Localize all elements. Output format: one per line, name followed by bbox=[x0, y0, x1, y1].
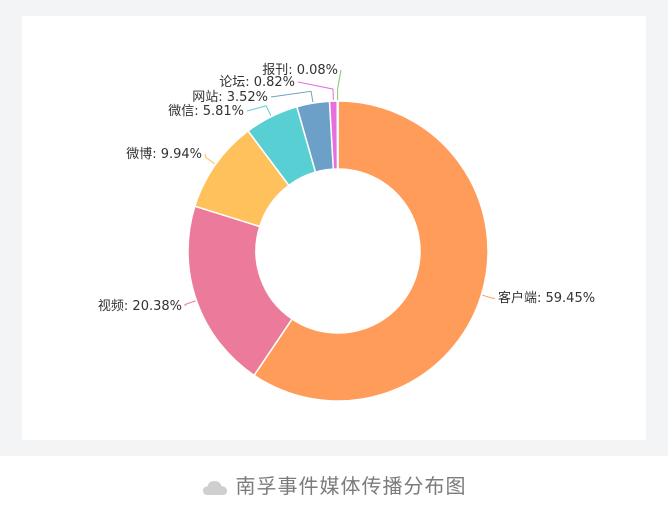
data-label-微博: 微博: 9.94% bbox=[126, 147, 202, 162]
data-label-网站: 网站: 3.52% bbox=[192, 90, 268, 105]
footer-bar bbox=[0, 456, 668, 508]
chart-caption: 南孚事件媒体传播分布图 bbox=[0, 470, 668, 499]
leader-line-报刊 bbox=[337, 69, 342, 101]
data-label-视频: 视频: 20.38% bbox=[98, 299, 182, 314]
data-label-客户端: 客户端: 59.45% bbox=[498, 290, 595, 306]
leader-line-视频 bbox=[184, 300, 196, 307]
data-label-报刊: 报刊: 0.08% bbox=[262, 63, 338, 78]
data-label-微信: 微信: 5.81% bbox=[168, 104, 244, 119]
cloud-icon bbox=[202, 480, 227, 495]
leader-line-客户端 bbox=[482, 294, 496, 299]
leader-line-微博 bbox=[204, 153, 216, 165]
chart-card: 客户端: 59.45% 视频: 20.38% 微博: 9.94% 微信: 5.81% 网… bbox=[22, 16, 646, 440]
caption-text: 南孚事件媒体传播分布图 bbox=[235, 474, 467, 498]
leader-line-论坛 bbox=[297, 81, 334, 101]
donut-chart: 客户端: 59.45% 视频: 20.38% 微博: 9.94% 微信: 5.81%网… bbox=[98, 63, 595, 402]
slice-视频 bbox=[187, 205, 294, 377]
leader-line-微信 bbox=[246, 105, 272, 116]
slice-客户端 bbox=[253, 100, 489, 402]
leader-line-网站 bbox=[270, 90, 314, 103]
data-label-论坛: 论坛: 0.82% bbox=[219, 75, 295, 90]
slice-报刊 bbox=[336, 100, 339, 170]
